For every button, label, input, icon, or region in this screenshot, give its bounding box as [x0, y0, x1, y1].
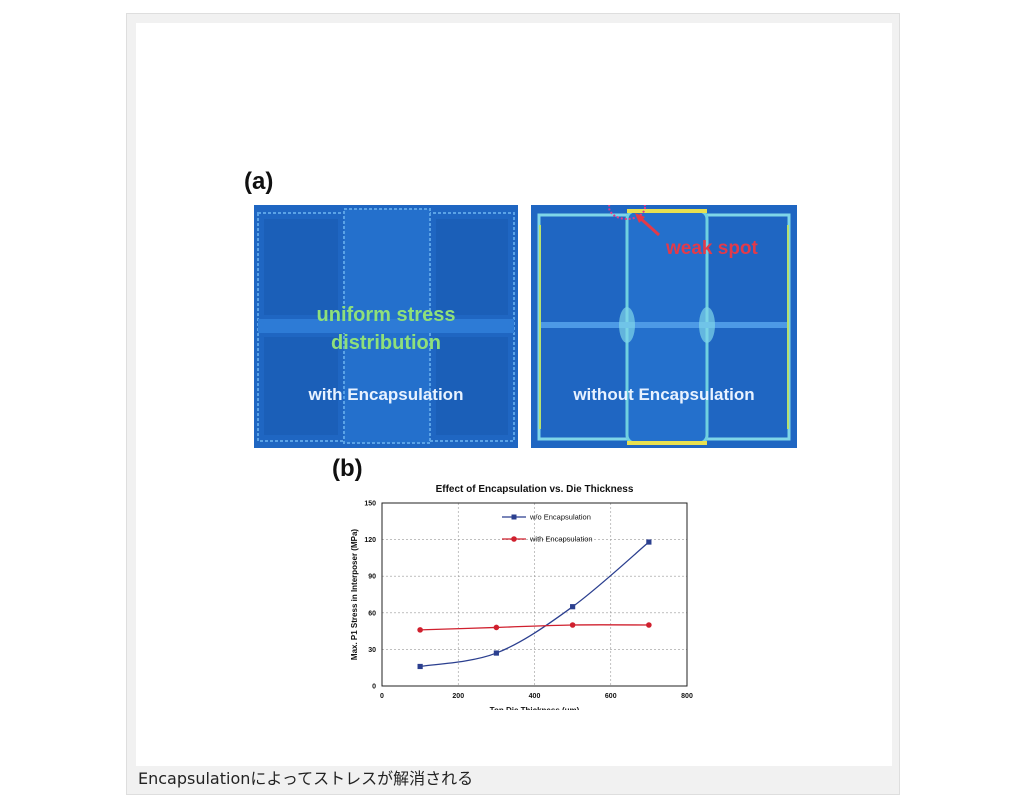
data-point-with-encapsulation — [493, 624, 500, 631]
plot-area — [381, 502, 688, 687]
data-point-with-encapsulation — [569, 622, 576, 628]
y-tick-label: 60 — [368, 610, 376, 617]
legend-label-with-encapsulation: with Encapsulation — [529, 535, 593, 544]
figure-image: (a) uniform stress distribution with Enc… — [136, 23, 892, 766]
panel-a-label: (a) — [244, 168, 274, 195]
figure-caption: Encapsulationによってストレスが解消される — [138, 769, 474, 788]
series-line-with-encapsulation — [420, 624, 649, 631]
chart-title: Effect of Encapsulation vs. Die Thicknes… — [436, 484, 634, 495]
x-tick-label: 0 — [380, 693, 384, 700]
x-axis-label: Top Die Thickness (um) — [490, 706, 580, 710]
y-tick-label: 120 — [364, 537, 376, 544]
y-axis-label: Max. P1 Stress in Interposer (MPa) — [350, 529, 359, 660]
data-point-without-encapsulation — [570, 604, 576, 610]
stress-chart: Effect of Encapsulation vs. Die Thicknes… — [336, 460, 706, 715]
y-tick-label: 0 — [372, 684, 376, 691]
data-point-with-encapsulation — [417, 627, 423, 633]
stress-map-graphic — [254, 205, 518, 448]
data-point-with-encapsulation — [646, 622, 652, 628]
with-encapsulation-label: with Encapsulation — [308, 385, 464, 404]
legend-label-without-encapsulation: w/o Encapsulation — [529, 513, 591, 522]
y-tick-label: 30 — [368, 647, 376, 654]
series-line-without-encapsulation — [420, 541, 650, 668]
x-tick-label: 600 — [605, 693, 617, 700]
legend-marker-without-encapsulation — [511, 514, 517, 520]
y-tick-label: 90 — [368, 574, 376, 581]
stress-map-graphic — [531, 205, 797, 448]
data-point-without-encapsulation — [646, 539, 652, 545]
legend-marker-with-encapsulation — [511, 536, 517, 542]
figure-frame: (a) uniform stress distribution with Enc… — [126, 13, 900, 795]
uniform-stress-line-2: distribution — [331, 332, 441, 354]
chart-svg: Effect of Encapsulation vs. Die Thicknes… — [350, 484, 693, 715]
x-tick-label: 800 — [681, 693, 693, 700]
y-tick-label: 150 — [364, 501, 376, 508]
without-encapsulation-label: without Encapsulation — [573, 385, 755, 404]
data-point-without-encapsulation — [493, 650, 499, 656]
stress-map-with-encapsulation: uniform stress distribution with Encapsu… — [254, 205, 518, 448]
x-tick-label: 400 — [529, 693, 541, 700]
uniform-stress-label: uniform stress distribution — [254, 301, 518, 357]
data-point-without-encapsulation — [417, 663, 423, 670]
x-tick-label: 200 — [452, 693, 464, 700]
weak-spot-label: weak spot — [666, 238, 758, 259]
stress-map-without-encapsulation: weak spot without Encapsulation — [531, 205, 797, 448]
panel-b-label: (b) — [332, 455, 363, 482]
uniform-stress-line-1: uniform stress — [316, 304, 456, 326]
